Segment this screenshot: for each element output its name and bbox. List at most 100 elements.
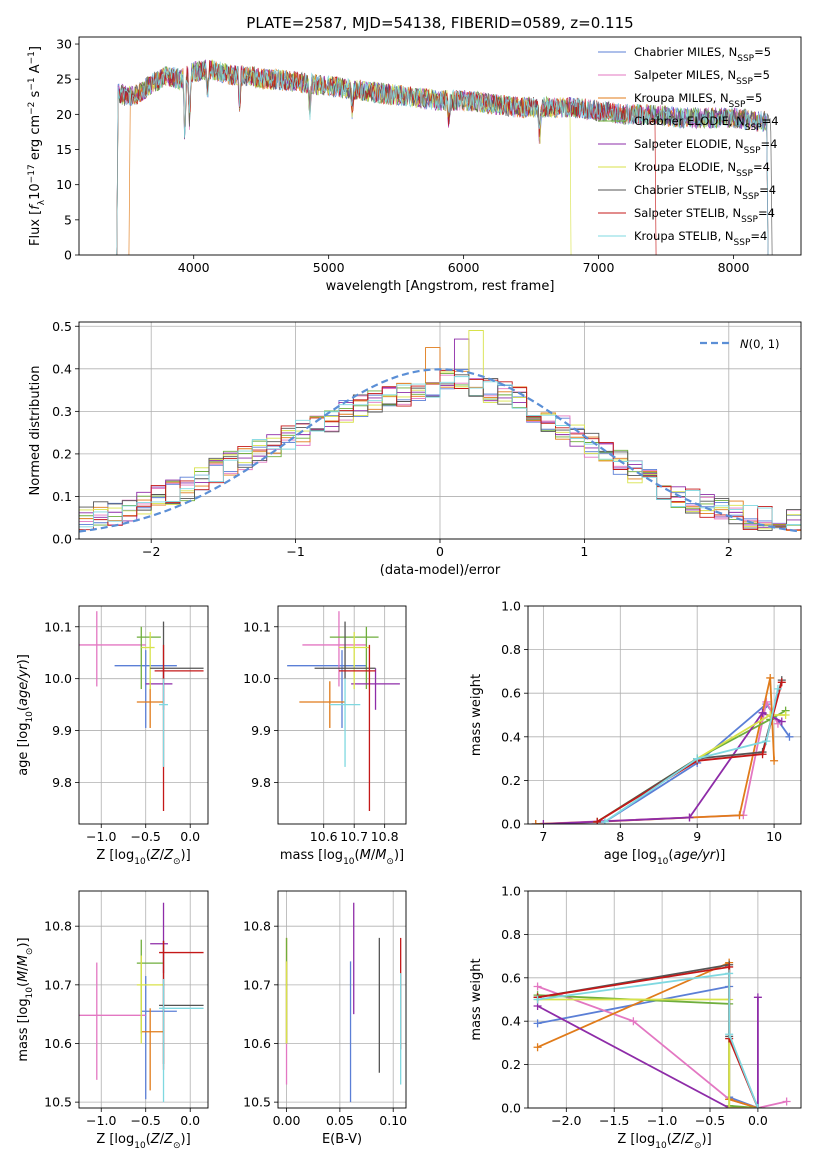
label-part: age/yr [16, 663, 31, 706]
label-part: −1 [27, 77, 37, 90]
mass_weight_vs_Z-frame [527, 890, 802, 1109]
weight-marker [593, 817, 602, 824]
y-tick-label: 0.0 [501, 1101, 521, 1116]
y-tick-label: 10.7 [44, 977, 72, 992]
weight-marker [533, 982, 542, 991]
label-part: ] [28, 46, 43, 51]
errorbar-point [314, 621, 376, 679]
label-part: SSP [745, 123, 762, 133]
y-tick-label: 0.6 [501, 970, 521, 985]
y-tick-label: 0.8 [501, 642, 521, 657]
label-part: ⊙ [173, 857, 181, 867]
y-tick-label: 0.0 [52, 532, 72, 547]
weight-marker [758, 750, 767, 759]
label-part: 10 [28, 183, 43, 200]
mass_vs_ebv-errorbars [285, 902, 402, 1103]
label-part: SSP [736, 77, 753, 87]
x-tick-label: −2.0 [551, 1113, 581, 1128]
y-tick-label: 0.2 [52, 446, 72, 461]
weight-line-salpeter-elodie [537, 997, 759, 1108]
legend-label: Chabrier STELIB, NSSP=4 [634, 183, 776, 202]
weight-marker [629, 1017, 638, 1026]
y-tick-label: 9.9 [52, 723, 72, 738]
label-part: 10 [134, 857, 146, 867]
x-tick-label: 0.10 [379, 1113, 407, 1128]
spectrum-xlabel: wavelength [Angstrom, rest frame] [326, 279, 555, 294]
x-tick-label: 0.0 [180, 1113, 200, 1128]
x-tick-label: 6000 [448, 260, 480, 275]
y-tick-label: 20 [56, 107, 72, 122]
label-part: SSP [736, 169, 753, 179]
label-part: ⊙ [173, 1141, 181, 1151]
weight-marker [725, 1104, 734, 1108]
label-part: )] [702, 1132, 712, 1147]
age_vs_mass-xlabel: mass [log10(M/M⊙)] [280, 848, 404, 867]
label-part: Chabrier MILES, N [634, 45, 737, 59]
age_vs_Z-axes: −1.0 −0.5 0.0 9.8 9.9 10.0 10.1 [44, 606, 208, 844]
weight-marker [725, 969, 734, 978]
x-tick-label: −1 [286, 544, 304, 559]
mass_vs_ebv-frame [277, 890, 407, 1109]
spectrum-series-chabrier-stelib [116, 60, 773, 255]
label-part: SSP [742, 192, 759, 202]
errorbar-point [159, 978, 204, 1103]
weight-marker [777, 678, 786, 687]
errorbar-point [136, 955, 164, 1044]
y-tick-label: 10.7 [243, 977, 271, 992]
y-tick-label: 0.6 [501, 686, 521, 701]
label-part: Z [671, 1132, 682, 1147]
x-tick-label: 0 [436, 544, 444, 559]
age_vs_Z-errorbars [79, 611, 204, 812]
label-part: =4 [759, 183, 776, 197]
legend-label: N(0, 1) [740, 337, 780, 351]
errorbar-point [141, 976, 177, 1100]
label-part: SSP [737, 54, 754, 64]
label-part: =5 [754, 45, 771, 59]
mass_weight_vs_Z-axes: −2.0 −1.5 −1.0 −0.5 0.0 0.0 0.2 0.4 0.6 0.8 1.0 [501, 884, 801, 1128]
weight-marker [533, 1019, 542, 1028]
x-tick-label: 8000 [718, 260, 750, 275]
mass_vs_Z-xlabel: Z [log10(Z/Z⊙)] [96, 1132, 190, 1151]
label-part: / [371, 848, 376, 863]
label-part: )] [16, 654, 31, 664]
label-part: age [log [16, 723, 31, 776]
label-part: M [16, 955, 31, 966]
mass_weight_vs_age-xlabel: age [log10(age/yr)] [604, 848, 726, 867]
mass_vs_ebv-xlabel: E(B-V) [322, 1132, 362, 1147]
label-part: =4 [750, 229, 767, 243]
label-part: ( [146, 848, 151, 863]
weight-marker [782, 1097, 791, 1106]
x-tick-label: 10.6 [310, 829, 338, 844]
errorbar-point [154, 644, 204, 812]
errorbar-point [287, 650, 367, 728]
y-tick-label: 25 [56, 72, 72, 87]
x-tick-label: 4000 [178, 260, 210, 275]
label-part: Z [684, 1132, 695, 1147]
label-part: N [740, 337, 749, 351]
label-part: 10 [25, 987, 35, 999]
weight-marker [539, 820, 548, 824]
label-part: ( [16, 706, 31, 711]
weight-marker [770, 756, 779, 765]
label-part: Kroupa STELIB, N [634, 229, 734, 243]
x-tick-label: 5000 [313, 260, 345, 275]
weight-line-kroupa-stelib [537, 972, 759, 1108]
y-tick-label: 0.4 [501, 1014, 521, 1029]
mass_vs_Z-frame [78, 890, 209, 1109]
label-part: Z [150, 1132, 161, 1147]
y-tick-label: 0.5 [52, 319, 72, 334]
label-part: Salpeter ELODIE, N [634, 137, 744, 151]
mass_weight_vs_Z-lines [533, 958, 791, 1108]
label-part: Z [163, 848, 174, 863]
weight-marker [685, 813, 694, 822]
label-part: )] [181, 1132, 191, 1147]
label-part: =5 [745, 91, 762, 105]
legend-label: Kroupa ELODIE, NSSP=4 [634, 160, 770, 179]
weight-marker [762, 737, 771, 746]
spectrum-series-chabrier-miles [116, 60, 769, 255]
spectrum-series-chabrier-elodie [116, 60, 769, 255]
weight-marker [600, 817, 609, 824]
y-tick-label: 5 [64, 212, 72, 227]
weight-line-chabrier-miles [537, 985, 759, 1108]
x-tick-label: −0.5 [131, 829, 161, 844]
